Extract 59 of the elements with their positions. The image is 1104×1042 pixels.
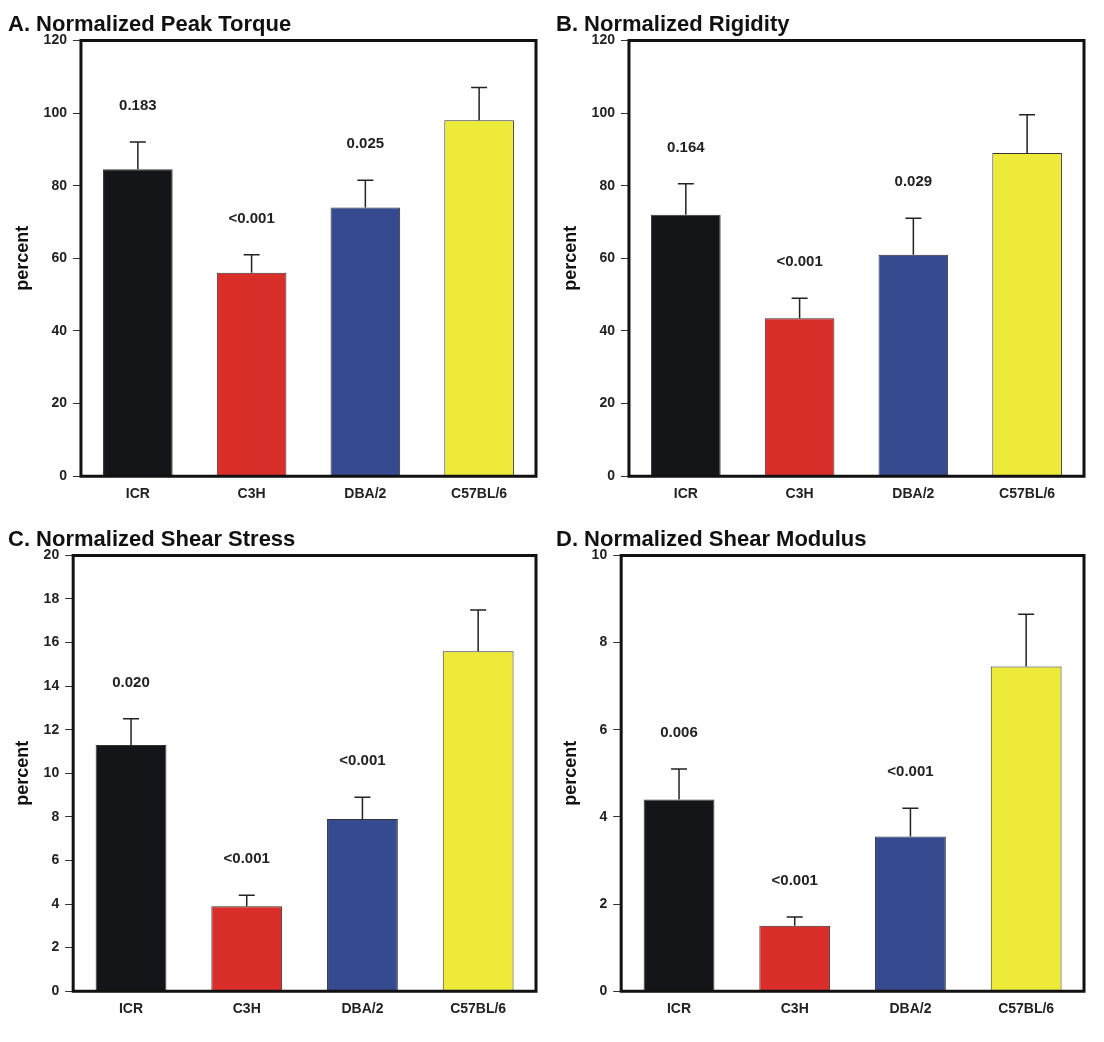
y-tick-label: 8 [51,807,60,824]
y-tick-label: 100 [591,103,616,120]
y-axis-title: percent [559,740,580,806]
x-tick-label: ICR [673,485,698,502]
annotation: 0.020 [112,672,150,690]
y-axis-title: percent [11,225,32,291]
x-tick-label: DBA/2 [892,485,935,502]
annotation: <0.001 [887,762,934,780]
x-tick-label: C57BL/6 [998,1000,1055,1017]
annotation: 0.029 [894,172,933,190]
annotation: 0.025 [346,134,385,152]
annotation: <0.001 [223,849,270,867]
x-tick-label: DBA/2 [889,1000,932,1017]
x-tick-label: C3H [232,1000,261,1017]
x-tick-label: ICR [125,485,150,502]
x-tick-label: ICR [118,1000,144,1017]
x-tick-label: C3H [237,485,266,502]
annotation: <0.001 [771,871,818,889]
y-tick-label: 60 [599,249,616,266]
y-tick-label: 0 [51,982,60,999]
y-tick-label: 0 [607,467,616,484]
y-tick-label: 80 [51,176,68,193]
y-tick-label: 12 [43,720,60,737]
y-tick-label: 80 [599,176,616,193]
x-tick-label: C57BL/6 [450,1000,507,1017]
y-tick-label: 16 [43,633,60,650]
y-tick-label: 20 [51,394,68,411]
annotation: <0.001 [339,751,386,769]
y-tick-label: 4 [51,894,60,911]
x-tick-label: DBA/2 [344,485,387,502]
y-tick-label: 60 [51,249,68,266]
y-tick-label: 0 [59,467,68,484]
x-tick-label: C57BL/6 [451,485,508,502]
y-tick-label: 2 [599,894,608,911]
x-tick-label: C57BL/6 [999,485,1056,502]
x-tick-label: C3H [780,1000,809,1017]
y-tick-label: 14 [43,677,60,693]
y-axis-title: percent [11,740,32,806]
x-tick-label: DBA/2 [341,1000,384,1017]
y-tick-label: 20 [599,394,616,411]
y-tick-label: 8 [599,633,608,650]
y-tick-label: 40 [599,321,616,338]
y-tick-label: 6 [51,851,60,868]
y-tick-label: 2 [51,938,60,955]
y-tick-label: 100 [43,103,68,120]
annotation: 0.164 [667,137,706,155]
y-tick-label: 0 [599,982,608,999]
y-tick-label: 6 [599,720,608,737]
annotation: <0.001 [776,252,823,270]
y-tick-label: 40 [51,321,68,338]
x-tick-label: C3H [785,485,814,502]
annotation: <0.001 [228,208,275,226]
annotation: 0.183 [119,96,157,114]
y-axis-title: percent [559,225,580,291]
y-tick-label: 18 [43,589,60,606]
annotation: 0.006 [660,723,698,741]
y-tick-label: 4 [599,807,608,824]
y-tick-label: 10 [43,764,60,781]
x-tick-label: ICR [666,1000,692,1017]
